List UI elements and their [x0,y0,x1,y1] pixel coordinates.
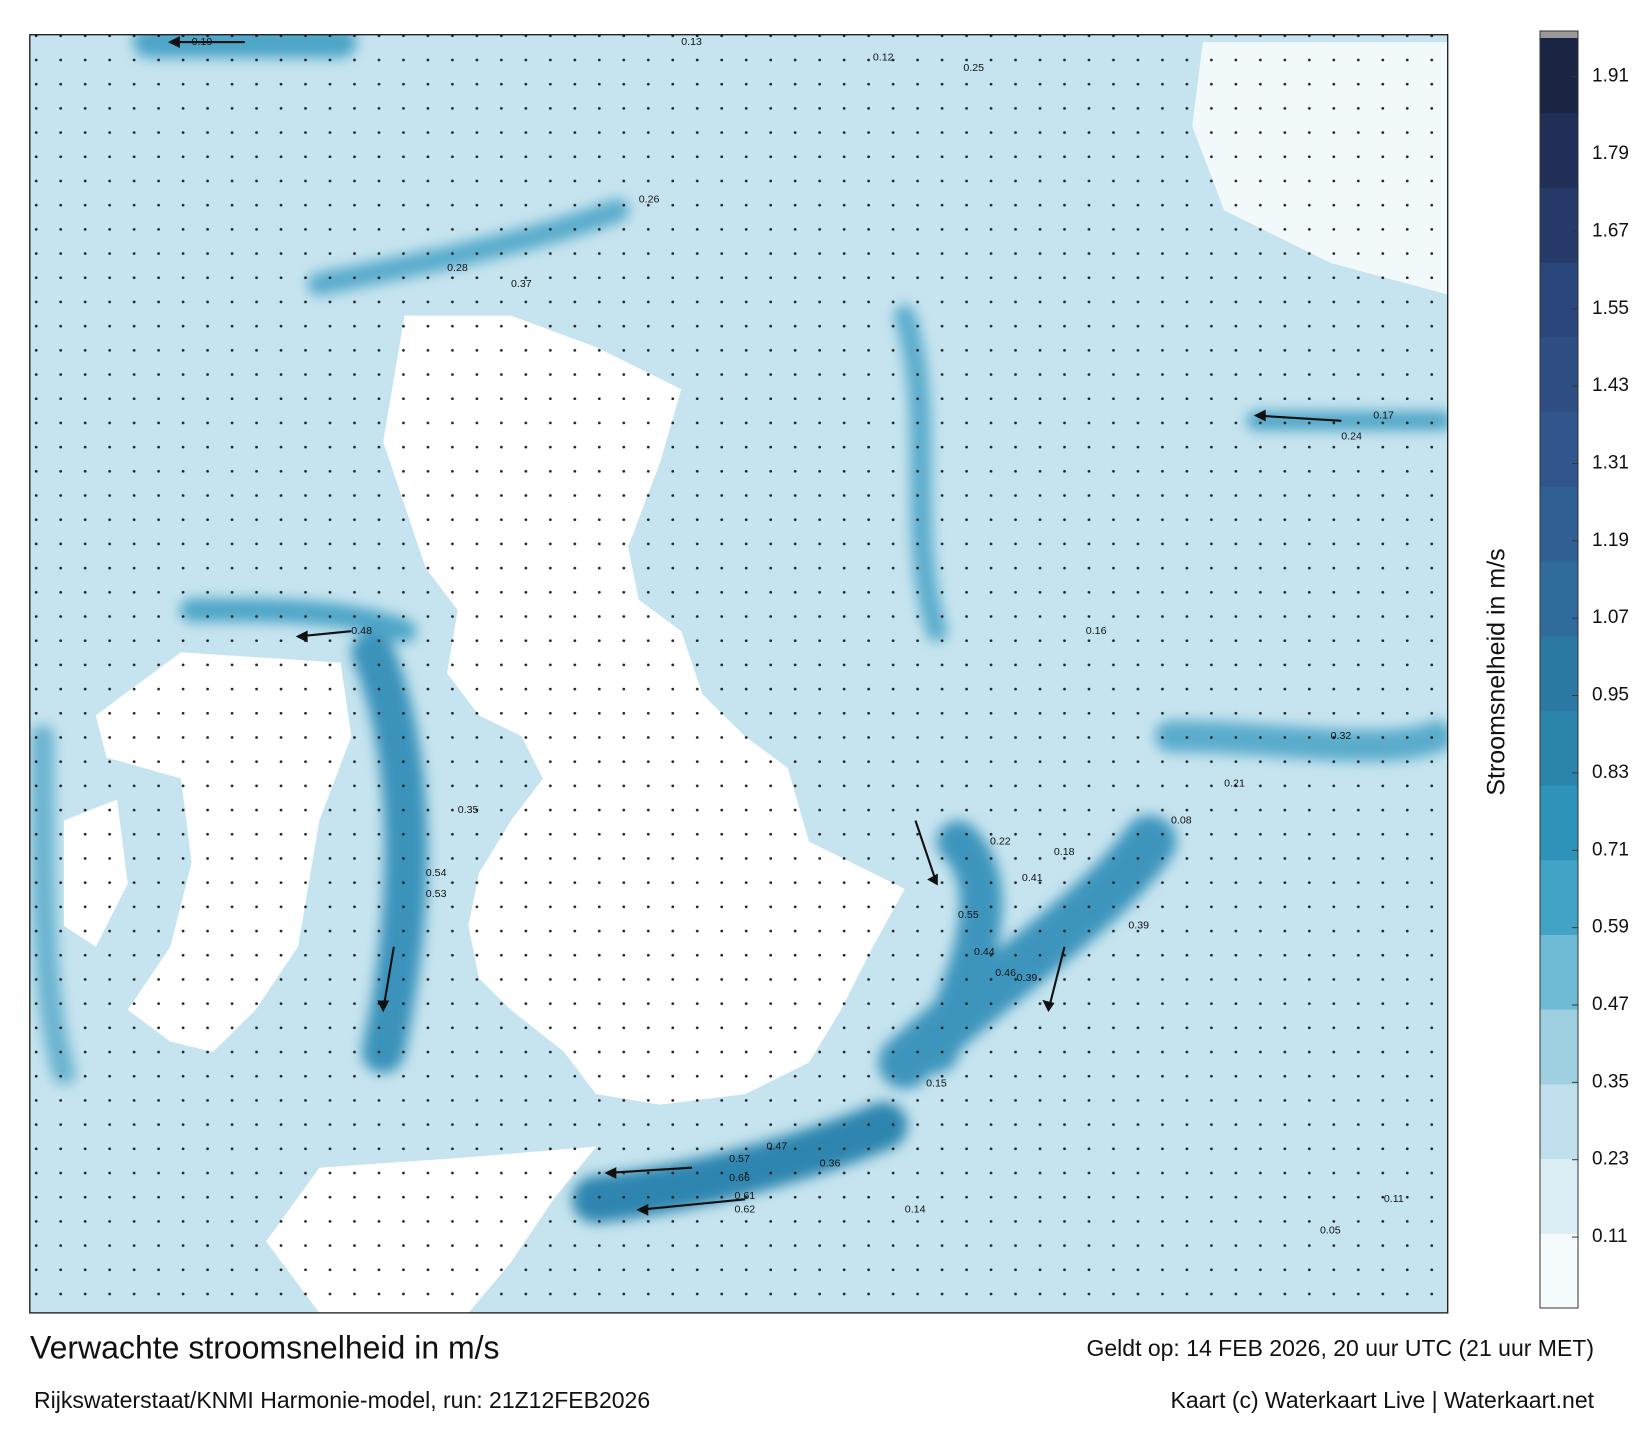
credit: Kaart (c) Waterkaart Live | Waterkaart.n… [1170,1387,1594,1413]
map: 0.19 0.13 0.12 0.26 0.28 0.37 0.25 0.41 0.39 0.48… [29,34,1449,1314]
colorbar-band [1540,38,1578,114]
speed-label: 0.13 [681,36,702,48]
speed-label: 0.48 [351,625,372,637]
colorbar-tick-label: 0.83 [1592,762,1629,783]
speed-label: 0.46 [995,967,1016,979]
colorbar-band [1540,411,1578,487]
speed-label: 0.41 [1022,872,1043,884]
map-subtitle: Rijkswaterstaat/KNMI Harmonie-model, run… [34,1387,650,1413]
speed-label: 0.61 [735,1190,756,1202]
map-title: Verwachte stroomsnelheid in m/s [30,1329,500,1365]
speed-label: 0.22 [990,835,1011,847]
speed-label: 0.26 [639,194,660,206]
colorbar-tick-label: 1.91 [1592,66,1629,87]
colorbar-tick-label: 1.07 [1592,607,1629,628]
speed-label: 0.37 [511,278,532,290]
colorbar-band [1540,1233,1578,1309]
colorbar-tick-label: 1.79 [1592,143,1629,164]
speed-label: 0.24 [1341,430,1362,442]
speed-label: 0.17 [1373,409,1394,421]
speed-label: 0.62 [735,1204,756,1216]
colorbar-band [1540,1009,1578,1085]
colorbar-tick-label: 0.35 [1592,1071,1629,1092]
colorbar-band [1540,112,1578,188]
colorbar-tick-label: 1.55 [1592,298,1629,319]
colorbar-tick-label: 0.23 [1592,1149,1629,1170]
colorbar-tick-label: 0.95 [1592,685,1629,706]
speed-label: 0.25 [963,62,984,74]
colorbar-tick-label: 0.71 [1592,839,1629,860]
speed-label: 0.47 [766,1141,787,1153]
colorbar-tick-label: 1.19 [1592,530,1629,551]
speed-label: 0.19 [192,36,213,48]
speed-label: 0.36 [820,1157,841,1169]
colorbar-band [1540,262,1578,338]
colorbar-band [1540,336,1578,413]
colorbar-band [1540,187,1578,263]
speed-label: 0.39 [1128,920,1149,932]
speed-label: 0.57 [729,1153,750,1165]
speed-label: 0.39 [1017,972,1038,984]
speed-label: 0.14 [905,1204,926,1216]
speed-label: 0.54 [426,867,447,879]
speed-label: 0.55 [958,909,979,921]
valid-time: Geldt op: 14 FEB 2026, 20 uur UTC (21 uu… [1086,1335,1594,1361]
colorbar-band [1540,934,1578,1010]
arrows [167,36,1342,1216]
speed-label: 0.53 [426,888,447,900]
speed-label: 0.66 [729,1172,750,1184]
speed-label: 0.44 [974,946,995,958]
colorbar-band [1540,1083,1578,1160]
colorbar-band [1540,560,1578,637]
speed-label: 0.11 [1384,1193,1404,1205]
colorbar-cap [1540,31,1578,38]
colorbar-band [1540,486,1578,562]
speed-label: 0.16 [1086,625,1107,637]
speed-labels: 0.19 0.13 0.12 0.26 0.28 0.37 0.25 0.41 0.39 0.48… [192,36,1404,1237]
speed-label: 0.35 [458,804,479,816]
colorbar-frame [1539,30,1579,1309]
colorbar: 0.11 0.23 0.35 0.47 0.59 0.71 0.83 0.95 1.07 1.19… [1539,30,1629,1309]
map-frame [29,34,1449,1314]
colorbar-band [1540,1158,1578,1234]
speed-label: 0.28 [447,262,468,274]
colorbar-label: Stroomsnelheid in m/s [1483,548,1511,795]
colorbar-band [1540,710,1578,786]
vector-grid [29,34,1448,1313]
speed-label: 0.18 [1054,846,1075,858]
speed-label: 0.15 [926,1077,947,1089]
colorbar-tick-label: 0.11 [1592,1226,1628,1247]
colorbar-tick-label: 1.43 [1592,375,1629,396]
speed-label: 0.21 [1224,778,1245,790]
colorbar-tick-label: 0.59 [1592,917,1629,938]
speed-label: 0.32 [1331,730,1352,742]
speed-label: 0.12 [873,52,894,64]
colorbar-band [1540,785,1578,861]
speed-label: 0.05 [1320,1225,1341,1237]
colorbar-band [1540,859,1578,935]
colorbar-tick-label: 1.67 [1592,220,1629,241]
colorbar-band [1540,635,1578,711]
colorbar-tick-label: 1.31 [1592,452,1629,473]
speed-label: 0.08 [1171,814,1192,826]
colorbar-tick-label: 0.47 [1592,994,1629,1015]
